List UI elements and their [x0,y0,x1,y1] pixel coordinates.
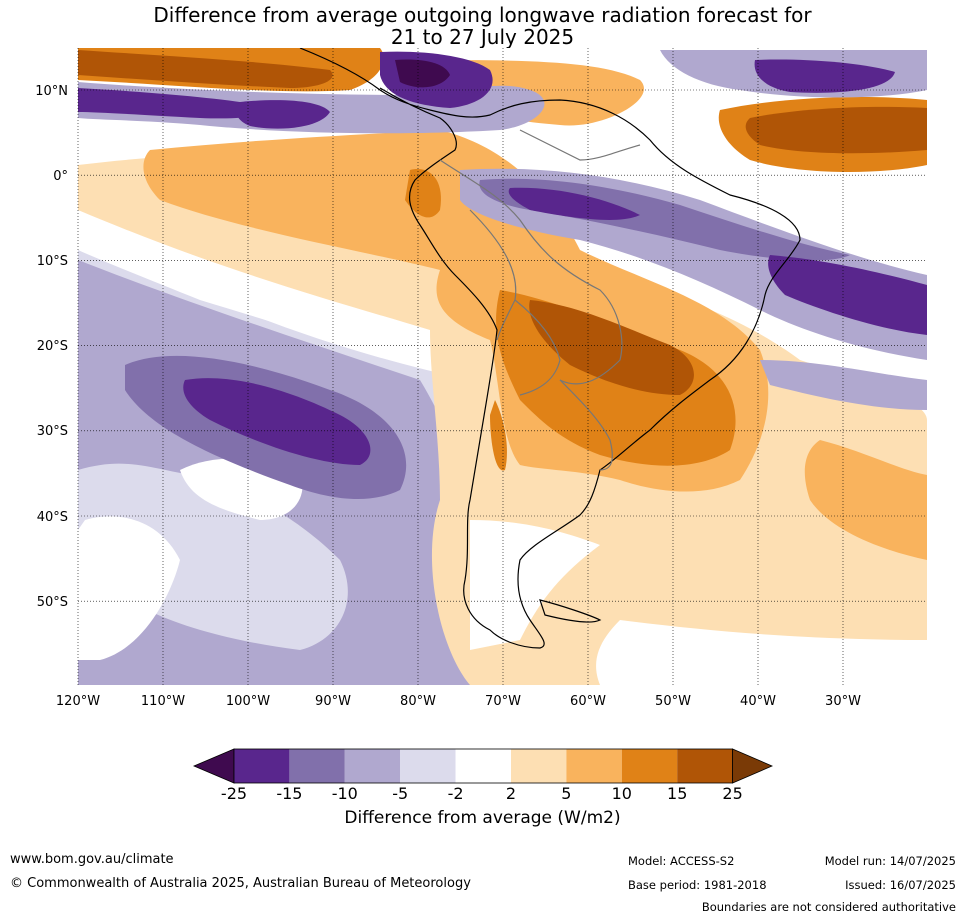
positive-region-northwest-strong [78,50,333,88]
negative-region-north-strong [78,88,263,119]
map-title-line-1: Difference from average outgoing longwav… [153,3,812,27]
lon-label-120w: 120°W [56,694,100,709]
lon-label-100w: 100°W [226,694,270,709]
colorbar-tick: -2 [448,784,464,803]
anomaly-fields [78,48,927,685]
lat-label-50s: 50°S [37,595,68,610]
colorbar-tick: -10 [332,784,358,803]
coastlines [299,48,801,649]
country-borders [439,129,641,471]
colorbar-max-arrow [732,748,774,784]
lat-label-0: 0° [53,169,68,184]
colorbar-swatch [566,749,622,783]
neutral-region-patagonia [470,520,600,650]
negative-region-central-america-core [395,59,450,88]
colorbar: -25 -15 -10 -5 -2 2 5 10 15 25 [192,748,774,803]
colorbar-swatch [344,749,401,783]
longitude-labels: 120°W 110°W 100°W 90°W 80°W 70°W 60°W 50… [56,694,861,709]
lon-label-30w: 30°W [825,694,861,709]
border-line-4 [514,299,561,396]
footer-issued: Issued: 16/07/2025 [845,878,956,892]
border-line-2 [469,209,517,341]
positive-region-very-strong [529,300,694,395]
colorbar-swatch [234,749,290,783]
falkland-islands [539,599,602,623]
map-title-line-2: 21 to 27 July 2025 [390,25,575,49]
positive-region-southeast [804,440,927,560]
lat-label-40s: 40°S [37,510,68,525]
positive-region-chile [490,400,507,471]
colorbar-tick: -5 [392,784,408,803]
colorbar-outline [233,748,734,784]
colorbar-min-arrow [192,748,235,784]
map-title: Difference from average outgoing longwav… [0,4,965,48]
footer-copyright: © Commonwealth of Australia 2025, Austra… [10,876,471,891]
negative-region-east-brazil [768,255,927,335]
lat-label-10s: 10°S [37,254,68,269]
negative-region-north-strong-2 [235,100,330,129]
negative-region-strong [183,378,371,465]
colorbar-swatch [677,749,733,783]
colorbar-swatch [511,749,567,783]
gridlines [77,48,927,685]
colorbar-tick: 25 [722,784,742,803]
lon-label-40w: 40°W [740,694,776,709]
lon-label-50w: 50°W [655,694,691,709]
colorbar-tick: 10 [612,784,632,803]
lon-label-90w: 90°W [315,694,351,709]
colorbar-title: Difference from average (W/m2) [344,808,621,828]
lon-label-70w: 70°W [485,694,521,709]
positive-region-light [78,150,927,685]
positive-region-atlantic-strong [745,106,927,154]
negative-region-southeast-atlantic [760,360,927,410]
latitude-labels: 10°N 0° 10°S 20°S 30°S 40°S 50°S [35,84,68,610]
colorbar-swatch [289,749,345,783]
border-line-5 [519,129,641,161]
lat-label-10n: 10°N [35,84,68,99]
lat-label-30s: 30°S [37,424,68,439]
colorbar-tick: 5 [561,784,571,803]
lon-label-80w: 80°W [400,694,436,709]
footer-disclaimer: Boundaries are not considered authoritat… [701,900,956,914]
colorbar-tick: -15 [276,784,302,803]
colorbar-swatch [455,749,511,783]
lon-label-60w: 60°W [570,694,606,709]
colorbar-tick: 15 [667,784,687,803]
footer-base-period: Base period: 1981-2018 [628,878,767,892]
colorbar-tick: 2 [506,784,516,803]
negative-region-amazon-strong [508,187,640,220]
lon-label-110w: 110°W [141,694,185,709]
colorbar-swatch [400,749,456,783]
footer-model: Model: ACCESS-S2 [628,854,735,868]
border-line-1 [439,159,623,385]
south-america-coastline [299,48,801,649]
neutral-region-south-atlantic [596,620,927,685]
footer-url[interactable]: www.bom.gov.au/climate [10,852,174,867]
negative-region-northeast-strong [754,59,895,93]
colorbar-swatch [621,749,678,783]
border-line-3 [559,379,613,471]
footer-model-run: Model run: 14/07/2025 [824,854,956,868]
neutral-patch-southwest [78,516,180,660]
lat-label-20s: 20°S [37,339,68,354]
colorbar-tick: -25 [221,784,247,803]
